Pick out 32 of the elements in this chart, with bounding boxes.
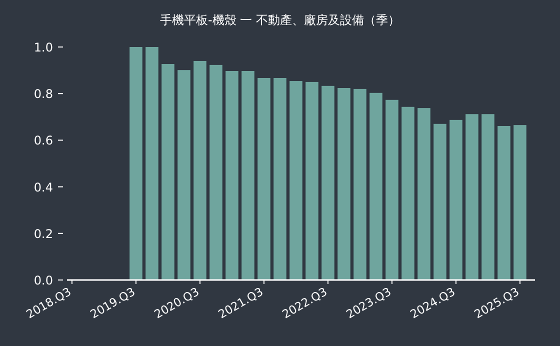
bar (370, 92, 382, 280)
bar (210, 64, 222, 280)
bar (242, 71, 254, 280)
bar (258, 78, 270, 280)
bar (226, 71, 238, 280)
bar (450, 120, 462, 280)
bar (130, 47, 142, 280)
bar (514, 125, 526, 280)
bar (194, 60, 206, 280)
y-tick-label: 0.4 (34, 180, 53, 194)
y-tick-label: 0.8 (34, 87, 53, 102)
bar (162, 64, 174, 280)
y-tick-label: 1.0 (34, 40, 53, 54)
bar (402, 106, 414, 280)
y-tick-label: 0.6 (34, 134, 53, 148)
bar (146, 47, 158, 280)
bar (322, 86, 334, 280)
bar (354, 88, 366, 280)
bar (338, 88, 350, 280)
y-tick-label: 0.2 (34, 226, 53, 241)
bar (434, 124, 446, 280)
y-tick-label: 0.0 (34, 274, 53, 288)
bar (482, 114, 494, 280)
bar (290, 81, 302, 280)
bar (274, 78, 286, 280)
bar (418, 108, 430, 280)
bar (466, 114, 478, 280)
bar (498, 126, 510, 280)
title: 手機平板-機殼 一 不動產、廠房及設備（季） (160, 13, 400, 27)
bar (178, 70, 190, 280)
bar (306, 82, 318, 280)
bar (386, 100, 398, 280)
